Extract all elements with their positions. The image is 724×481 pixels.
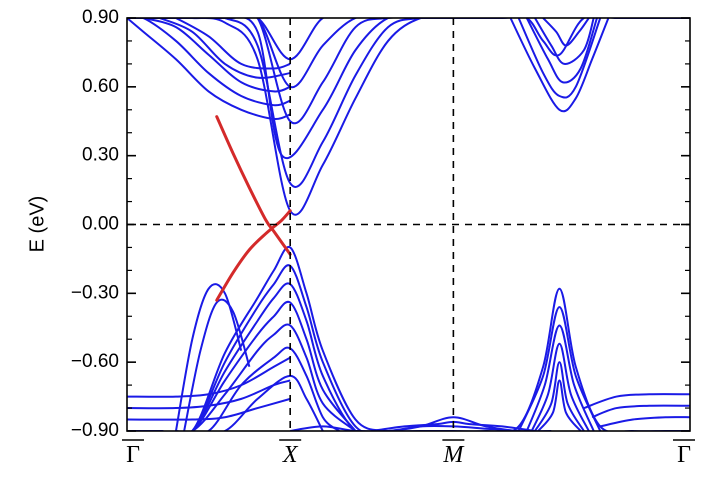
y-tick-label-0: 0.90	[82, 7, 119, 28]
surface-state-branch-1	[215, 115, 292, 256]
bulk-band-line-33	[517, 306, 602, 431]
bulk-band-line-40	[600, 416, 690, 428]
k-point-label-3: Γ	[677, 442, 691, 468]
bulk-band-line-7	[127, 18, 291, 107]
bulk-band-line-38	[583, 393, 690, 410]
y-axis-label: E (eV)	[26, 196, 48, 253]
k-point-label-2: M	[442, 442, 465, 468]
bulk-band-line-9	[159, 18, 291, 79]
surface-state-branch-2	[215, 209, 292, 302]
bulk-band-line-27	[509, 18, 610, 113]
bulk-band-line-6	[127, 18, 291, 121]
y-tick-label-1: 0.60	[82, 76, 119, 97]
bulk-band-line-1	[127, 18, 454, 188]
bulk-band-line-25	[355, 424, 519, 431]
surface-state	[215, 115, 292, 302]
bulk-band-line-35	[530, 342, 590, 431]
bulk-band-line-16	[175, 346, 340, 431]
bulk-band-line-26	[453, 18, 690, 57]
k-point-label-1: X	[282, 442, 299, 468]
bulk-band-line-20	[127, 356, 291, 398]
bulk-bands	[127, 18, 690, 431]
k-point-label-0: Γ	[126, 442, 140, 468]
bulk-band-line-34	[525, 324, 595, 431]
bulk-band-line-22	[127, 397, 291, 421]
y-tick-label-2: 0.30	[82, 145, 119, 166]
bulk-band-line-30	[534, 18, 595, 65]
y-tick-label-6: −0.90	[71, 420, 119, 441]
bulk-band-line-2	[127, 18, 454, 160]
bulk-band-line-14	[127, 300, 357, 431]
y-tick-label-4: −0.30	[71, 282, 119, 303]
bulk-band-line-29	[525, 18, 598, 84]
bulk-band-line-21	[127, 379, 291, 410]
bulk-band-line-37	[537, 379, 582, 431]
bulk-band-line-39	[591, 404, 690, 419]
bulk-band-line-15	[159, 323, 357, 431]
bulk-band-line-10	[175, 18, 291, 70]
y-tick-label-3: 0.00	[82, 214, 119, 235]
bulk-band-line-3	[127, 18, 454, 125]
bulk-band-line-32	[453, 287, 690, 431]
bulk-band-line-19	[183, 298, 251, 431]
bulk-band-line-8	[143, 18, 291, 93]
bulk-band-line-31	[542, 18, 590, 47]
bulk-band-line-36	[534, 361, 585, 431]
bulk-band-line-12	[127, 264, 454, 431]
guide-lines	[127, 18, 690, 431]
bulk-band-line-13	[127, 282, 389, 431]
y-tick-label-5: −0.60	[71, 351, 119, 372]
bulk-band-line-28	[517, 18, 602, 99]
y-ticks: 0.90 0.60 0.30 0.00 −0.30 −0.60 −0.90	[71, 7, 690, 441]
